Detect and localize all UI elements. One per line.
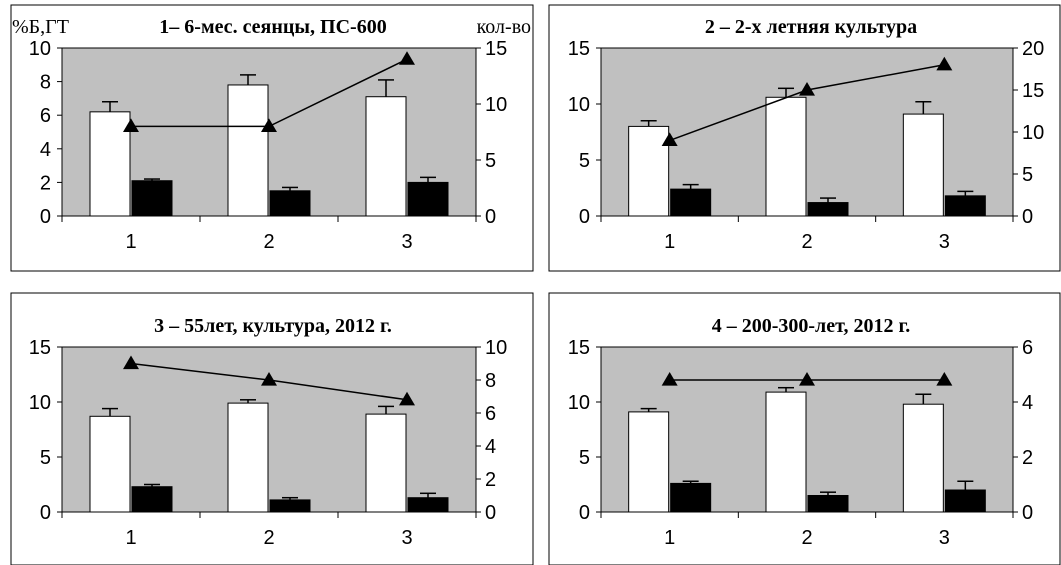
line-marker — [661, 132, 678, 146]
y2-tick-label: 2 — [485, 469, 496, 491]
y-tick-label: 0 — [40, 206, 51, 228]
chart-panel-1: 0 2 4 6 8 10 0 5 10 15 1 2 3 1– 6-мес. сеянцы, ПС-600… — [10, 4, 534, 272]
x-tick-label: 1 — [125, 231, 136, 253]
line-marker — [261, 118, 277, 132]
chart-title: 1– 6-мес. сеянцы, ПС-600 — [159, 16, 386, 38]
y-tick-label: 5 — [579, 150, 590, 172]
bar-black — [407, 181, 449, 217]
bar-black — [670, 482, 712, 513]
x-tick-label: 2 — [801, 527, 812, 549]
bar-white — [365, 96, 407, 217]
x-tick-label: 2 — [263, 527, 274, 549]
y2-tick-label: 10 — [485, 337, 507, 359]
bar-white — [628, 125, 670, 217]
bar-black — [131, 486, 173, 513]
line-marker — [936, 372, 953, 386]
bar-black — [407, 497, 449, 513]
bar-black — [944, 195, 986, 217]
chart-panel-4: 0 5 10 15 0 2 4 6 1 2 3 4 – 200-300-лет, 2012 г. — [548, 292, 1061, 565]
bar-white — [227, 84, 269, 217]
y2-tick-label: 15 — [1022, 80, 1044, 102]
y-tick-label: 0 — [579, 206, 590, 228]
y2-tick-label: 20 — [1022, 38, 1044, 60]
bar-white — [365, 413, 407, 513]
line-marker — [123, 355, 139, 370]
y2-tick-label: 10 — [485, 94, 507, 116]
bar-white — [765, 96, 807, 217]
y2-tick-label: 8 — [485, 370, 496, 392]
y2-tick-label: 0 — [1022, 206, 1033, 228]
y-tick-label: 0 — [579, 502, 590, 524]
chart-title: 3 – 55лет, культура, 2012 г. — [154, 315, 392, 337]
line-marker — [661, 372, 678, 386]
bar-white — [765, 391, 807, 513]
chart-title: 4 – 200-300-лет, 2012 г. — [712, 315, 911, 337]
bar-black — [807, 495, 849, 513]
y2-tick-label: 6 — [485, 403, 496, 425]
y-tick-label: 15 — [568, 38, 590, 60]
y2-tick-label: 0 — [1022, 502, 1033, 524]
x-tick-label: 3 — [939, 527, 950, 549]
y-tick-label: 10 — [29, 38, 51, 60]
y-tick-label: 2 — [40, 172, 51, 194]
y-tick-label: 10 — [568, 94, 590, 116]
y-tick-label: 6 — [40, 105, 51, 127]
y2-tick-label: 6 — [1022, 337, 1033, 359]
x-tick-label: 1 — [664, 527, 675, 549]
line-marker — [123, 118, 139, 132]
y2-tick-label: 15 — [485, 38, 507, 60]
line-marker — [261, 372, 277, 386]
x-tick-label: 3 — [401, 231, 412, 253]
line-marker — [799, 372, 815, 386]
y-tick-label: 15 — [29, 337, 51, 359]
y2-tick-label: 0 — [485, 502, 496, 524]
line-marker — [799, 82, 815, 96]
x-tick-label: 1 — [125, 527, 136, 549]
y-tick-label: 10 — [568, 392, 590, 414]
y2-tick-label: 0 — [485, 206, 496, 228]
y-tick-label: 10 — [29, 392, 51, 414]
bar-white — [902, 403, 944, 513]
y-tick-label: 5 — [579, 447, 590, 469]
x-tick-label: 3 — [401, 527, 412, 549]
x-tick-label: 2 — [801, 231, 812, 253]
bar-white — [902, 113, 944, 217]
y2-tick-label: 4 — [485, 436, 496, 458]
y-axis-unit-label: %Б,ГТ — [12, 16, 69, 38]
bar-black — [670, 188, 712, 217]
bar-black — [807, 202, 849, 217]
y-tick-label: 5 — [40, 447, 51, 469]
x-tick-label: 2 — [263, 231, 274, 253]
y2-tick-label: 4 — [1022, 392, 1033, 414]
y2-tick-label: 2 — [1022, 447, 1033, 469]
x-tick-label: 3 — [939, 231, 950, 253]
bar-white — [628, 411, 670, 513]
bar-white — [89, 111, 131, 217]
y-tick-label: 0 — [40, 502, 51, 524]
bar-black — [269, 190, 311, 217]
y-tick-label: 8 — [40, 72, 51, 94]
bar-white — [89, 415, 131, 513]
y2-tick-label: 10 — [1022, 122, 1044, 144]
x-tick-label: 1 — [664, 231, 675, 253]
bar-black — [269, 499, 311, 513]
y-tick-label: 15 — [568, 337, 590, 359]
bar-black — [131, 180, 173, 217]
plot-area — [600, 47, 1014, 217]
chart-panel-2: 0 5 10 15 0 5 10 15 20 1 2 3 2 – 2-х летняя культура — [548, 4, 1061, 272]
line-marker — [936, 56, 953, 71]
y-tick-label: 4 — [40, 139, 51, 161]
bar-black — [944, 489, 986, 513]
y2-axis-unit-label: кол-во — [477, 16, 531, 38]
line-marker — [399, 391, 415, 406]
y2-tick-label: 5 — [485, 150, 496, 172]
bar-white — [227, 402, 269, 513]
chart-title: 2 – 2-х летняя культура — [705, 16, 917, 38]
y2-tick-label: 5 — [1022, 164, 1033, 186]
line-marker — [399, 51, 415, 65]
